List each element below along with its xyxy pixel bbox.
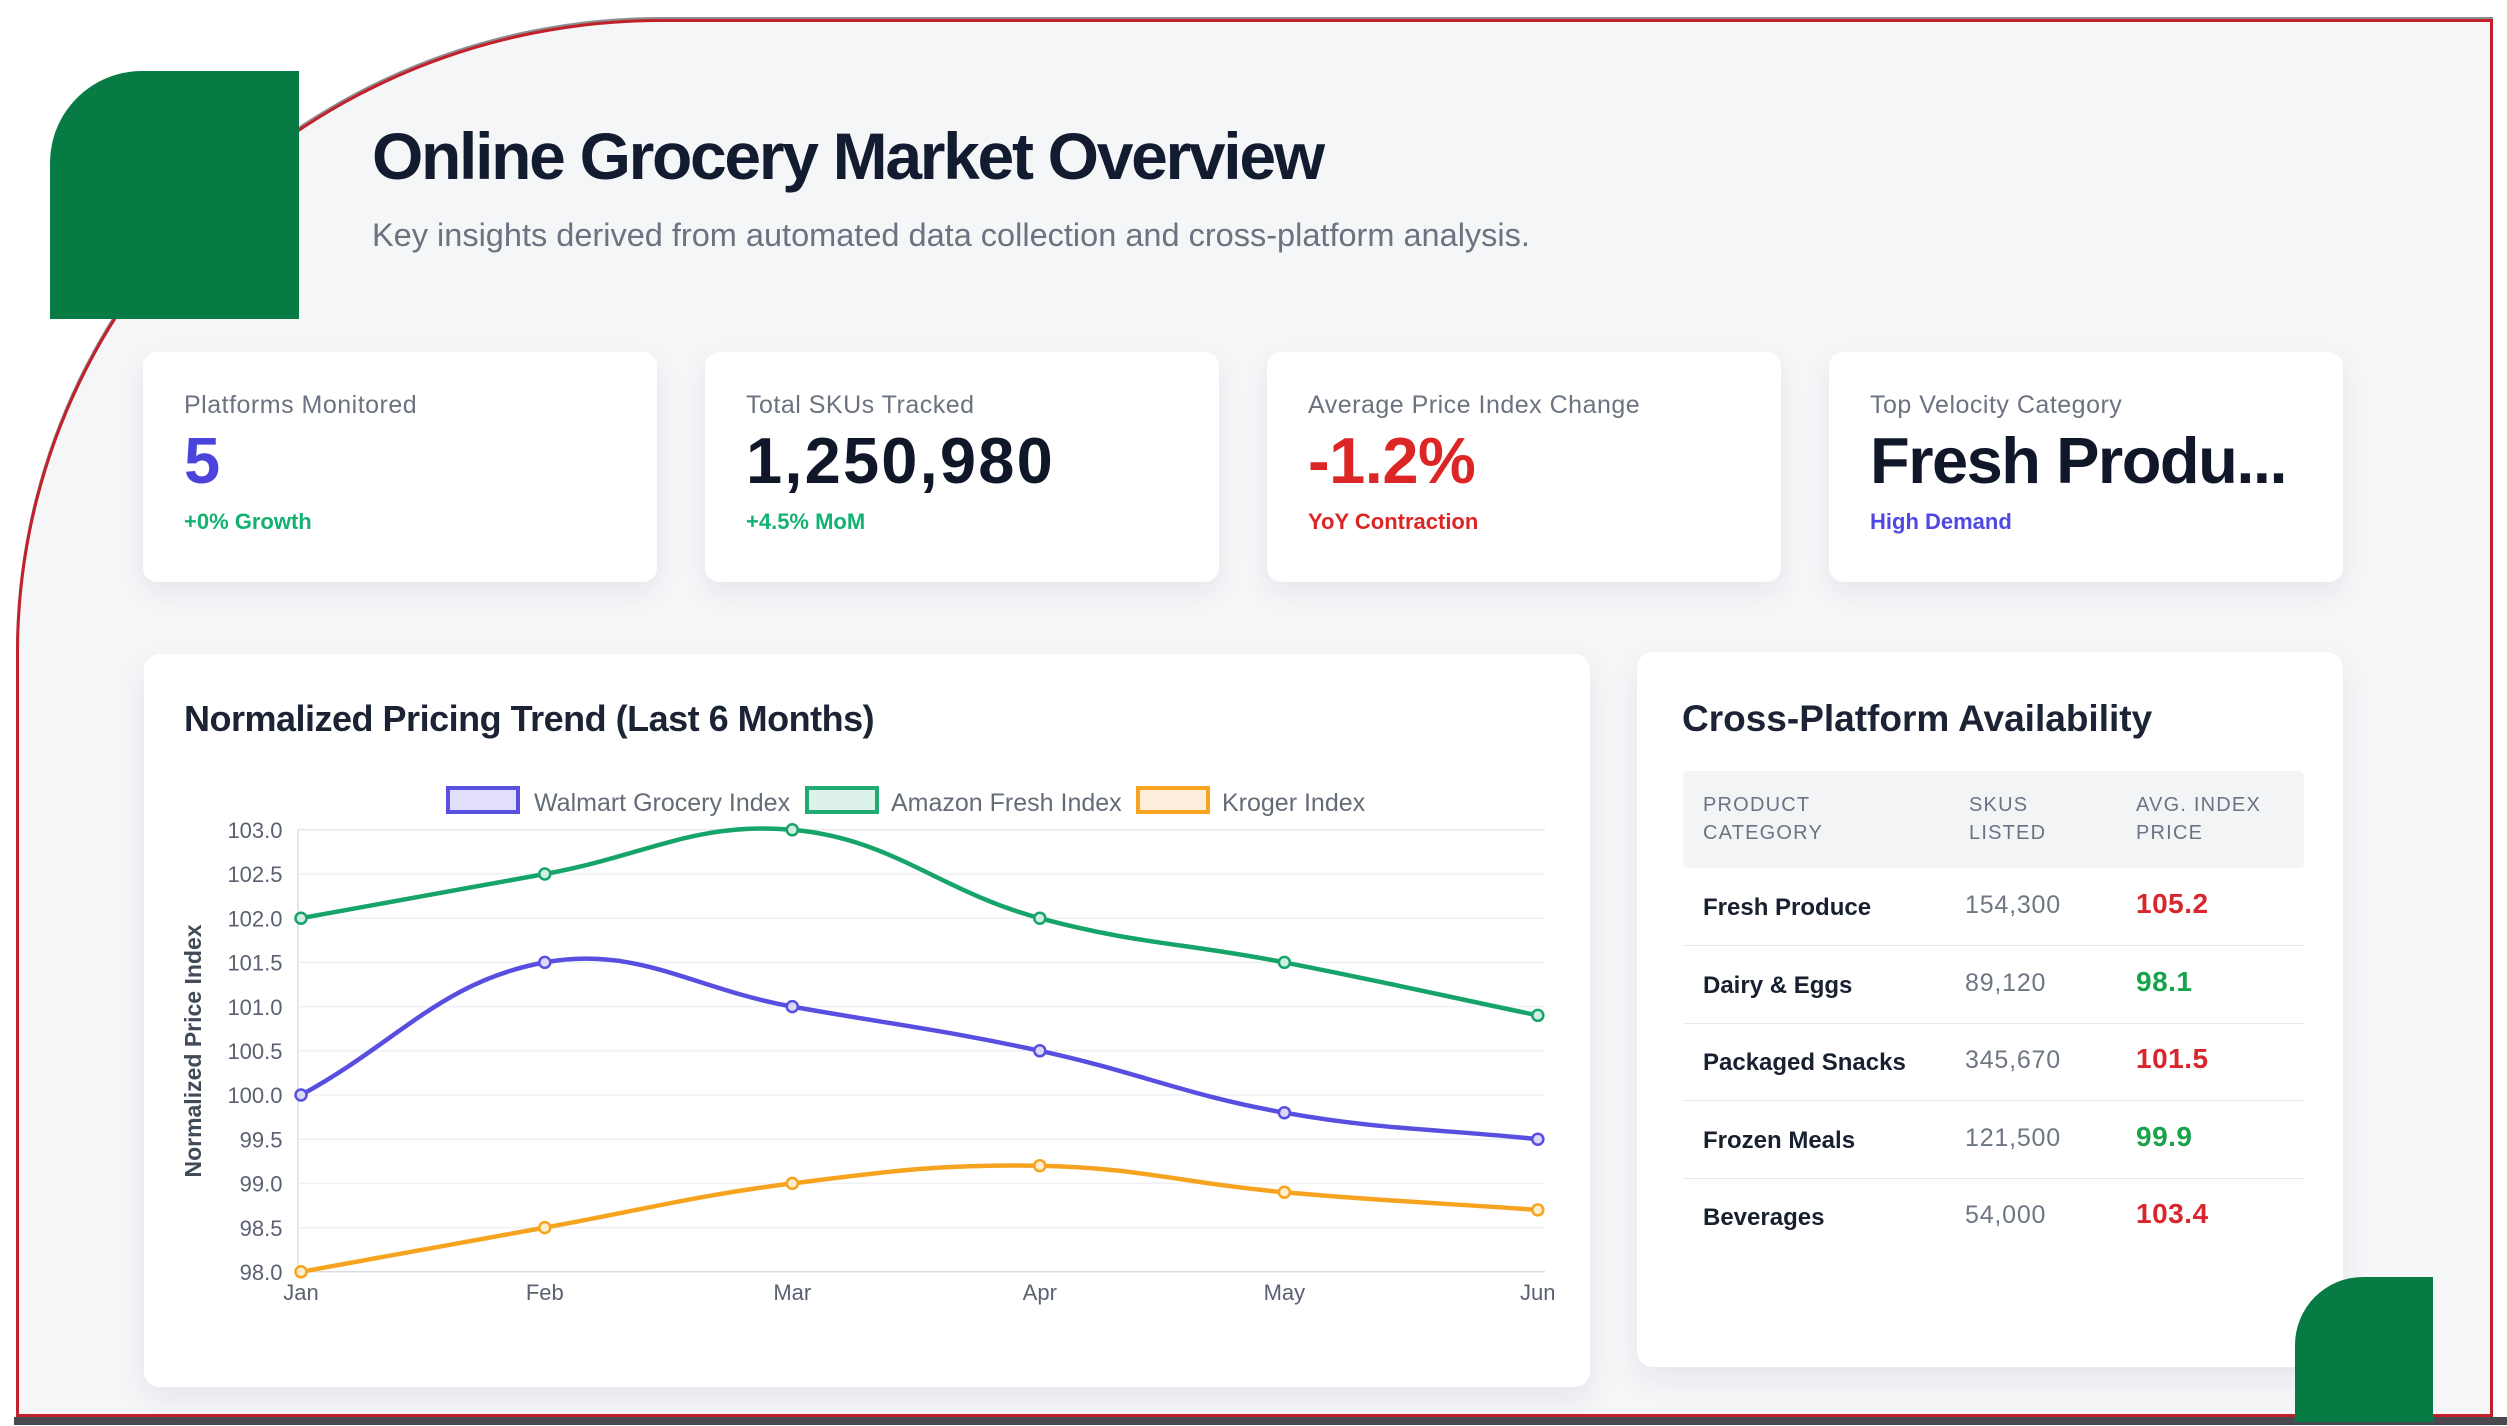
svg-text:103.0: 103.0 bbox=[227, 818, 282, 843]
svg-text:May: May bbox=[1264, 1280, 1306, 1305]
svg-text:102.0: 102.0 bbox=[227, 906, 282, 931]
svg-text:Feb: Feb bbox=[526, 1280, 564, 1305]
svg-text:Jan: Jan bbox=[283, 1280, 318, 1305]
svg-text:102.5: 102.5 bbox=[227, 862, 282, 887]
svg-text:98.5: 98.5 bbox=[240, 1216, 283, 1241]
svg-text:Jun: Jun bbox=[1520, 1280, 1555, 1305]
svg-text:Mar: Mar bbox=[773, 1280, 811, 1305]
svg-text:99.5: 99.5 bbox=[240, 1127, 283, 1152]
svg-text:101.0: 101.0 bbox=[227, 995, 282, 1020]
svg-text:101.5: 101.5 bbox=[227, 951, 282, 976]
svg-text:100.0: 100.0 bbox=[227, 1083, 282, 1108]
svg-text:Apr: Apr bbox=[1023, 1280, 1057, 1305]
svg-text:Normalized Price Index: Normalized Price Index bbox=[180, 924, 206, 1177]
svg-text:99.0: 99.0 bbox=[240, 1172, 283, 1197]
svg-text:100.5: 100.5 bbox=[227, 1039, 282, 1064]
svg-text:98.0: 98.0 bbox=[240, 1260, 283, 1285]
